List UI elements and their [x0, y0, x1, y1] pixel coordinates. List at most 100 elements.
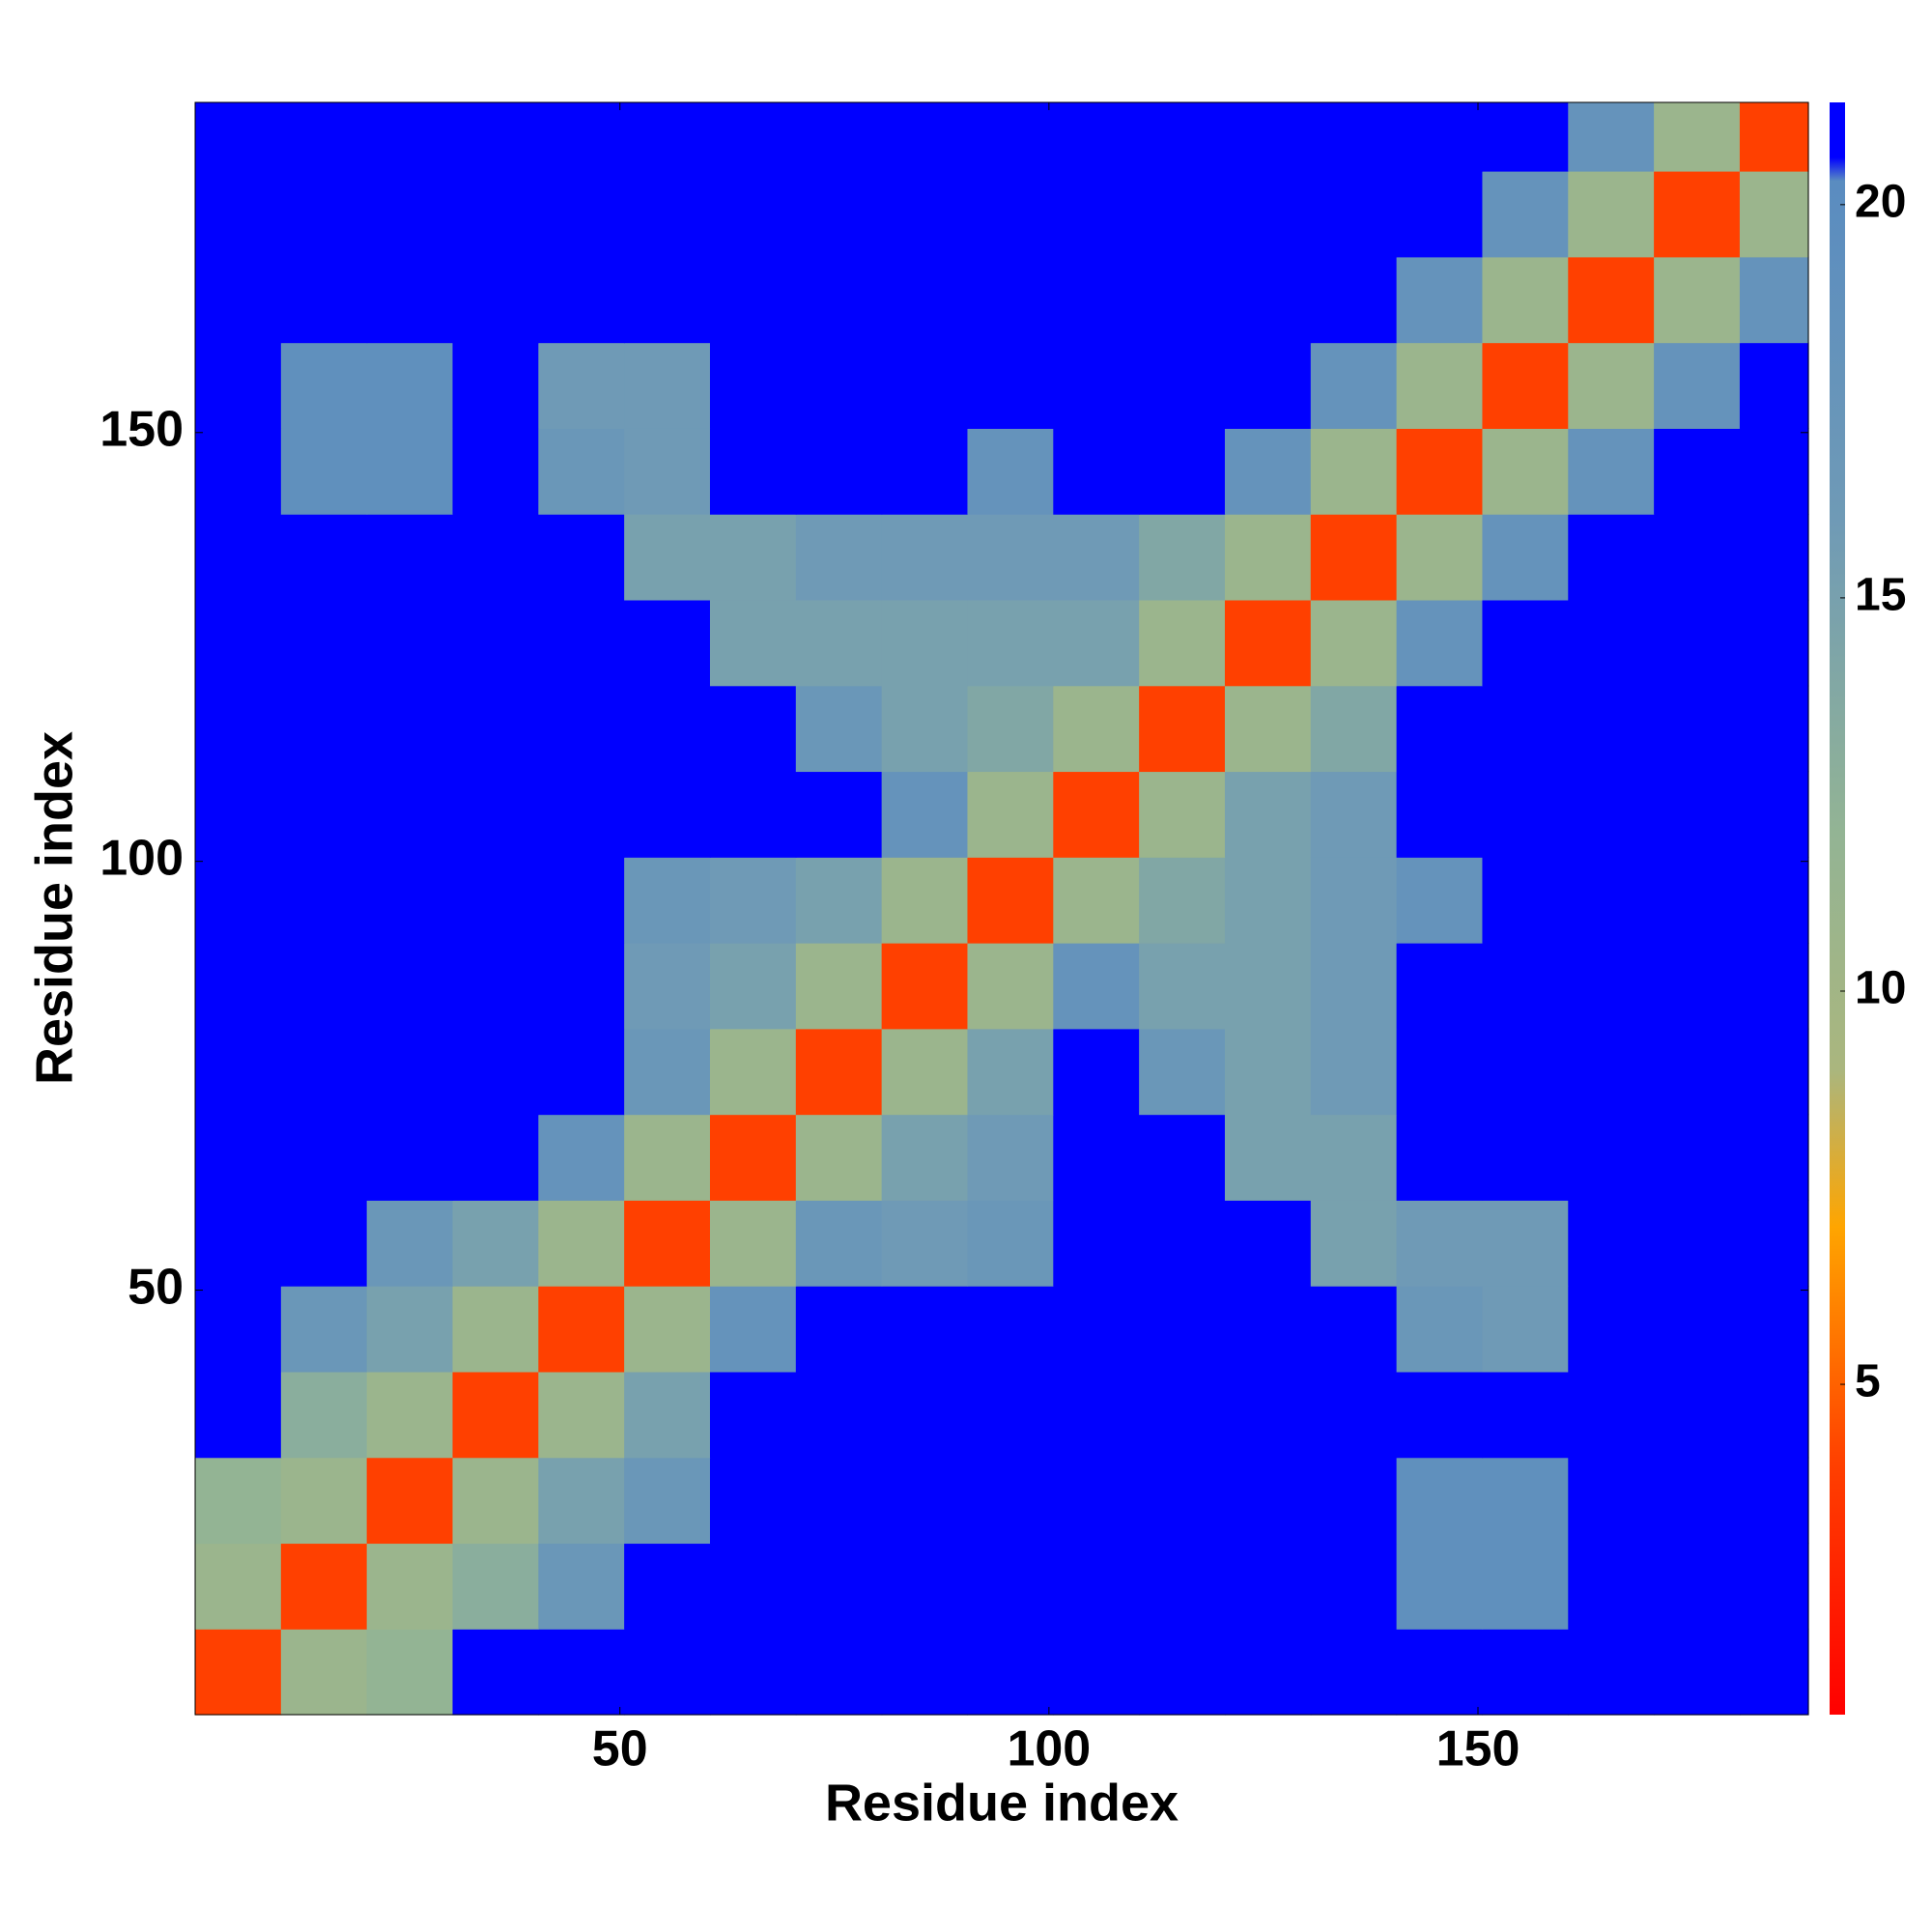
heatmap-cell	[881, 342, 969, 429]
heatmap-cell	[795, 857, 883, 944]
heatmap-cell	[1654, 1286, 1741, 1373]
heatmap-cell	[366, 1028, 454, 1116]
heatmap-cell	[1139, 1028, 1226, 1116]
heatmap-cell	[1654, 171, 1741, 258]
heatmap-cell	[795, 1114, 883, 1201]
heatmap-cell	[538, 342, 625, 429]
heatmap-cell	[709, 428, 797, 515]
heatmap-cell	[1568, 685, 1655, 773]
heatmap-cell	[452, 857, 539, 944]
heatmap-cell	[452, 943, 539, 1030]
heatmap-cell	[1139, 1629, 1226, 1716]
heatmap-cell	[366, 514, 454, 601]
heatmap-cell	[452, 428, 539, 515]
heatmap-cell	[1568, 102, 1655, 172]
heatmap-cell	[709, 514, 797, 601]
heatmap-cell	[795, 514, 883, 601]
heatmap-cell	[1568, 857, 1655, 944]
heatmap-cell	[1482, 1543, 1569, 1630]
heatmap-cell	[1654, 1371, 1741, 1459]
heatmap-cell	[1139, 857, 1226, 944]
heatmap-cell	[280, 256, 368, 344]
heatmap-cell	[624, 428, 711, 515]
heatmap-cell	[881, 1028, 969, 1116]
heatmap-cell	[538, 1286, 625, 1373]
heatmap-cell	[1739, 256, 1809, 344]
heatmap-cell	[538, 771, 625, 858]
heatmap-cell	[280, 771, 368, 858]
heatmap-cell	[1739, 1457, 1809, 1545]
heatmap-cell	[1396, 1371, 1484, 1459]
heatmap-cell	[624, 171, 711, 258]
heatmap-cell	[1396, 1457, 1484, 1545]
heatmap-cell	[795, 599, 883, 687]
heatmap-cell	[280, 1371, 368, 1459]
heatmap-cell	[1654, 1114, 1741, 1201]
heatmap-cell	[1139, 599, 1226, 687]
heatmap-cell	[1310, 685, 1398, 773]
heatmap-cell	[452, 685, 539, 773]
heatmap-cell	[1396, 514, 1484, 601]
heatmap-cell	[1053, 1629, 1140, 1716]
heatmap-cell	[1568, 1114, 1655, 1201]
colorbar-tick-label: 10	[1855, 963, 1906, 1014]
heatmap-cell	[1139, 428, 1226, 515]
plot-frame	[194, 101, 1809, 1716]
heatmap-cell	[366, 1114, 454, 1201]
heatmap-cell	[1139, 514, 1226, 601]
heatmap-cell	[624, 1457, 711, 1545]
heatmap-cell	[967, 514, 1054, 601]
heatmap-cell	[624, 1028, 711, 1116]
heatmap-cell	[881, 1629, 969, 1716]
heatmap-cell	[795, 685, 883, 773]
heatmap-cell	[1053, 685, 1140, 773]
heatmap-cell	[1654, 428, 1741, 515]
heatmap-cell	[967, 171, 1054, 258]
heatmap-cell	[1482, 428, 1569, 515]
heatmap-cell	[195, 514, 282, 601]
heatmap-cell	[1482, 171, 1569, 258]
heatmap-cell	[1310, 1114, 1398, 1201]
heatmap-cell	[195, 1114, 282, 1201]
heatmap-cells	[195, 102, 1809, 1716]
heatmap-cell	[195, 1629, 282, 1716]
heatmap-cell	[1482, 599, 1569, 687]
heatmap-cell	[366, 685, 454, 773]
y-tick-label: 150	[99, 402, 184, 458]
heatmap-cell	[967, 256, 1054, 344]
heatmap-cell	[195, 771, 282, 858]
heatmap-cell	[1396, 1629, 1484, 1716]
heatmap-cell	[1739, 514, 1809, 601]
heatmap-cell	[452, 342, 539, 429]
x-tick-label: 100	[1007, 1721, 1091, 1777]
heatmap-cell	[1396, 857, 1484, 944]
heatmap-cell	[881, 1457, 969, 1545]
heatmap-cell	[709, 1629, 797, 1716]
heatmap-cell	[195, 1200, 282, 1287]
heatmap-cell	[709, 685, 797, 773]
heatmap-cell	[538, 1629, 625, 1716]
heatmap-cell	[1739, 1200, 1809, 1287]
heatmap-cell	[624, 1286, 711, 1373]
heatmap-cell	[1568, 1629, 1655, 1716]
heatmap-cell	[1396, 685, 1484, 773]
heatmap-cell	[1224, 857, 1312, 944]
heatmap-cell	[1310, 1543, 1398, 1630]
heatmap-cell	[795, 428, 883, 515]
heatmap-cell	[967, 1543, 1054, 1630]
heatmap-cell	[195, 1028, 282, 1116]
heatmap-cell	[280, 1286, 368, 1373]
heatmap-cell	[881, 857, 969, 944]
heatmap-cell	[1224, 943, 1312, 1030]
heatmap-cell	[1654, 685, 1741, 773]
heatmap-cell	[881, 943, 969, 1030]
heatmap-cell	[1139, 1200, 1226, 1287]
heatmap-cell	[1224, 1200, 1312, 1287]
heatmap-cell	[1482, 685, 1569, 773]
heatmap-cell	[1482, 857, 1569, 944]
heatmap-cell	[1396, 1114, 1484, 1201]
heatmap-cell	[1654, 857, 1741, 944]
heatmap-cell	[967, 685, 1054, 773]
heatmap-cell	[452, 1286, 539, 1373]
heatmap-cell	[1654, 1629, 1741, 1716]
